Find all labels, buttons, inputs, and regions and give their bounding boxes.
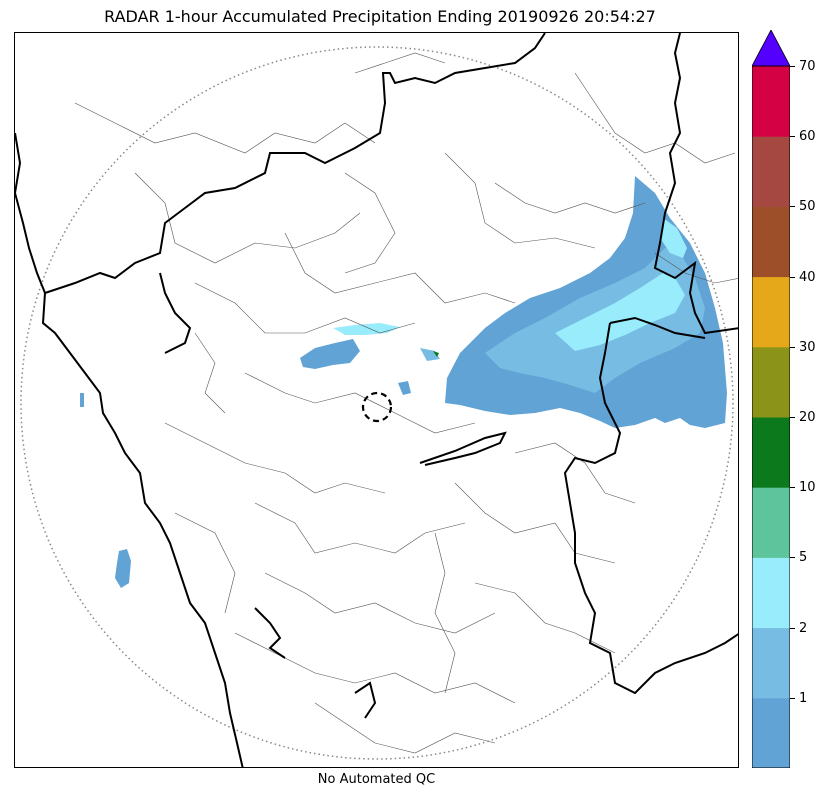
qc-note: No Automated QC: [317, 772, 436, 787]
map-title: RADAR 1-hour Accumulated Precipitation E…: [104, 7, 656, 26]
colorbar-tick-label: 70: [799, 59, 816, 74]
colorbar-tick-label: 20: [799, 410, 816, 425]
colorbar-tick-label: 40: [799, 269, 816, 285]
colorbar-block: [752, 276, 790, 348]
colorbar-tick-label: 60: [799, 129, 816, 145]
colorbar-tick-label: 30: [799, 339, 816, 355]
colorbar-tick-label: 10: [799, 480, 816, 496]
precip-cell-west-3: [420, 348, 440, 361]
colorbar-tick-label: 50: [799, 199, 816, 215]
radar-map[interactable]: [14, 32, 739, 768]
colorbar-tick-mark: [790, 417, 795, 418]
precip-area-band-2-5-ne: [660, 218, 687, 258]
colorbar-block: [752, 697, 790, 768]
precip-area-band-2-5: [555, 273, 685, 351]
colorbar-block: [752, 487, 790, 558]
precip-cell-sea-2: [80, 393, 84, 407]
colorbar-block: [752, 417, 790, 488]
range-ring: [20, 46, 734, 760]
colorbar-tick-mark: [790, 66, 795, 67]
colorbar-block: [752, 136, 790, 207]
colorbar-tick-mark: [790, 487, 795, 489]
radar-map-canvas: [15, 33, 738, 767]
district-boundaries: [74, 52, 738, 754]
colorbar-block: [752, 346, 790, 418]
precip-cell-sea-1: [115, 549, 131, 588]
colorbar-extend-arrow: [752, 30, 790, 67]
colorbar-block: [752, 627, 790, 699]
colorbar-tick-mark: [790, 206, 795, 208]
precip-cell-west-5: [398, 381, 411, 395]
colorbar-tick-label: 5: [799, 550, 808, 566]
precip-colorbar: [752, 30, 790, 768]
colorbar-block: [752, 206, 790, 278]
radar-site-marker: [361, 391, 393, 423]
colorbar-tick-mark: [790, 276, 795, 278]
colorbar-tick-mark: [790, 697, 795, 699]
colorbar-tick-mark: [790, 627, 795, 629]
precip-cell-west-4: [433, 351, 439, 357]
colorbar-block: [752, 66, 790, 137]
colorbar-tick-label: 1: [799, 690, 808, 706]
state-boundaries: [15, 33, 738, 767]
colorbar-tick-label: 2: [799, 620, 808, 636]
precip-cell-west-1: [300, 339, 360, 369]
colorbar-tick-mark: [790, 346, 795, 348]
colorbar-tick-mark: [790, 136, 795, 138]
precip-cell-west-2: [333, 323, 400, 335]
colorbar-tick-mark: [790, 557, 795, 559]
colorbar-block: [752, 557, 790, 629]
